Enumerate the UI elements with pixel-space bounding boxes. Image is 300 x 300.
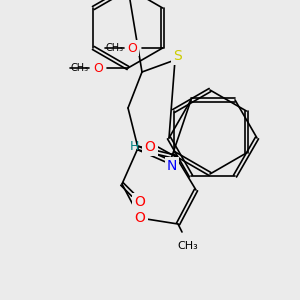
- Text: O: O: [135, 195, 146, 209]
- Text: CH₃: CH₃: [71, 63, 89, 73]
- Text: O: O: [128, 41, 138, 55]
- Text: H: H: [129, 140, 139, 154]
- Text: CH₃: CH₃: [178, 241, 198, 251]
- Text: S: S: [172, 49, 182, 63]
- Text: O: O: [145, 140, 155, 154]
- Text: CH₃: CH₃: [106, 43, 124, 53]
- Text: O: O: [135, 211, 146, 225]
- Text: N: N: [167, 159, 177, 173]
- Text: O: O: [93, 61, 103, 74]
